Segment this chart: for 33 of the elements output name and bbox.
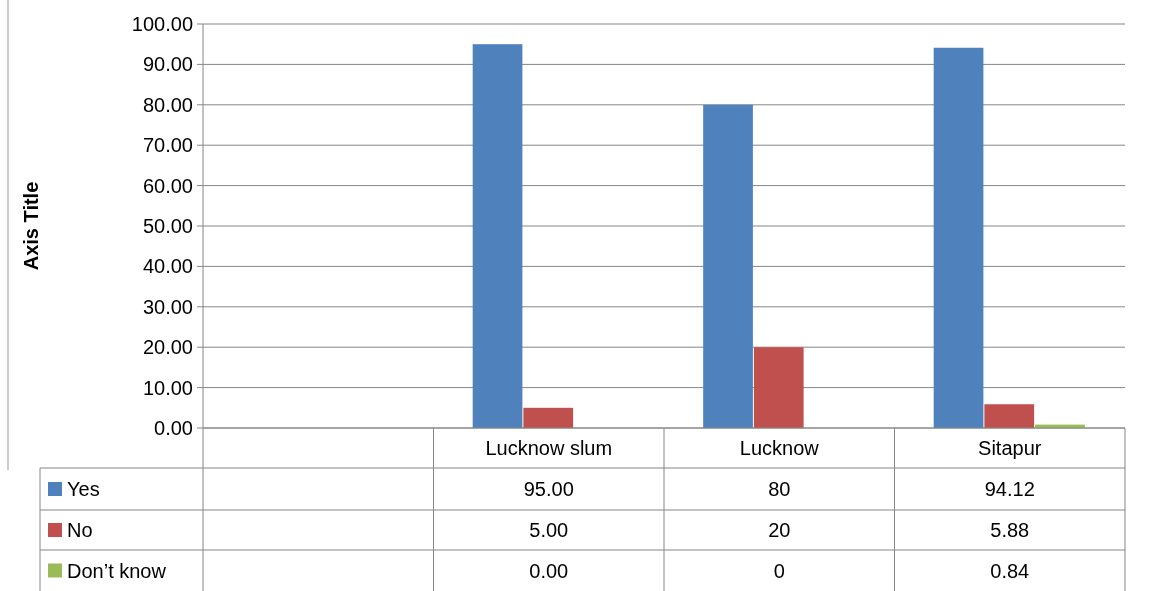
x-tick-label: Sitapur xyxy=(978,437,1042,459)
bar xyxy=(984,404,1035,428)
legend-label: No xyxy=(67,519,93,541)
bar xyxy=(933,47,984,428)
y-axis-title: Axis Title xyxy=(20,181,42,271)
x-tick-label: Lucknow xyxy=(739,437,820,459)
data-label: 0.00 xyxy=(529,559,569,582)
legend-label: Don’t know xyxy=(67,559,167,582)
data-label: 20 xyxy=(768,519,791,541)
bar xyxy=(523,407,574,428)
y-tick-label: 40.00 xyxy=(142,255,193,278)
x-tick-label: Lucknow slum xyxy=(485,437,613,459)
y-tick-label: 20.00 xyxy=(142,336,193,359)
bar xyxy=(753,347,804,428)
y-tick-label: 0.00 xyxy=(154,417,193,439)
y-tick-label: 90.00 xyxy=(142,53,193,76)
data-label: 5.00 xyxy=(529,519,569,541)
y-tick-label: 70.00 xyxy=(142,134,193,157)
y-tick-label: 50.00 xyxy=(142,215,193,237)
y-tick-label: 10.00 xyxy=(142,376,193,399)
y-tick-label: 80.00 xyxy=(142,93,193,116)
y-tick-label: 30.00 xyxy=(142,295,193,318)
bar xyxy=(472,44,523,428)
data-label: 80 xyxy=(768,478,791,500)
legend-label: Yes xyxy=(67,478,100,500)
data-label: 0.84 xyxy=(990,559,1030,582)
data-label: 5.88 xyxy=(990,519,1030,541)
bar xyxy=(703,104,753,428)
y-tick-label: 60.00 xyxy=(142,174,193,197)
data-label: 94.12 xyxy=(984,478,1035,500)
data-label: 0 xyxy=(773,559,785,582)
y-tick-label: 100.00 xyxy=(131,13,193,35)
data-label: 95.00 xyxy=(523,478,574,500)
